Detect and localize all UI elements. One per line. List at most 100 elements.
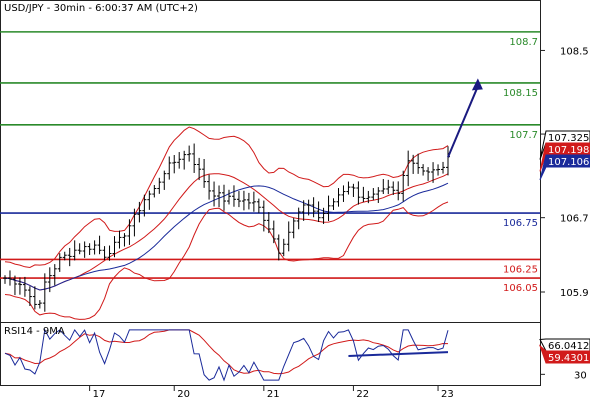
bollinger-lower — [4, 201, 449, 320]
rsi-axis-label: 30 — [574, 370, 587, 381]
price-bar — [411, 154, 416, 174]
price-bar — [97, 235, 102, 255]
price-bar — [286, 221, 291, 252]
rsi-panel — [0, 322, 541, 386]
price-bar — [77, 243, 82, 255]
price-bar — [271, 220, 276, 244]
time-axis-label: 17 — [93, 389, 106, 400]
price-bar — [42, 273, 47, 312]
price-bar — [72, 240, 77, 261]
price-bar — [102, 246, 107, 261]
price-badge — [539, 154, 590, 181]
price-bar — [351, 183, 356, 197]
price-bar — [341, 185, 346, 202]
projection-arrow-head — [471, 78, 483, 91]
price-bar — [122, 233, 127, 247]
price-bar — [157, 177, 162, 194]
price-bar — [236, 191, 241, 208]
price-bar — [52, 264, 57, 286]
price-bar — [57, 253, 62, 272]
price-bar — [381, 179, 386, 194]
price-bar — [67, 247, 72, 267]
price-bar — [27, 286, 32, 307]
level-label-3: 106.75 — [503, 218, 538, 229]
price-bar — [276, 234, 281, 261]
price-bar — [376, 187, 381, 203]
price-bar — [266, 212, 271, 234]
price-bar — [32, 286, 37, 310]
price-bar — [301, 200, 306, 221]
price-bar — [396, 181, 401, 201]
chart-title: USD/JPY - 30min - 6:00:37 AM (UTC+2) — [4, 3, 198, 14]
price-bar — [441, 161, 446, 174]
main-panel — [0, 0, 541, 323]
price-bar — [3, 275, 7, 284]
price-bar — [281, 238, 286, 257]
price-bar — [246, 192, 251, 210]
price-bar — [346, 181, 351, 195]
price-bar — [261, 200, 266, 232]
price-bar — [371, 188, 376, 201]
price-bar — [321, 207, 326, 224]
moving-average-line — [4, 182, 449, 291]
price-bar — [231, 185, 236, 207]
price-bar — [162, 170, 167, 190]
price-bar — [22, 276, 27, 297]
price-bar — [107, 245, 112, 261]
price-bar — [92, 240, 97, 255]
price-badge-label: 107.198 — [548, 145, 589, 156]
price-bar — [7, 270, 12, 286]
price-bar — [37, 300, 42, 309]
price-bar — [436, 164, 441, 176]
price-bar — [17, 277, 22, 295]
price-bar — [12, 275, 17, 296]
price-bar — [426, 167, 431, 181]
level-label-1: 108.15 — [503, 88, 538, 99]
price-bar — [177, 152, 182, 169]
price-axis-label: 106.7 — [560, 214, 589, 225]
bollinger-upper — [4, 126, 449, 269]
price-bar — [386, 179, 391, 195]
rsi-badge — [538, 344, 590, 364]
price-bar — [421, 164, 426, 176]
price-bar — [241, 190, 246, 211]
price-bar — [326, 195, 331, 222]
price-bar — [142, 194, 147, 217]
time-axis-label: 21 — [267, 389, 280, 400]
rsi-trendline — [348, 351, 449, 357]
price-bar — [431, 162, 436, 183]
rsi-badge — [539, 338, 590, 352]
time-axis-label: 23 — [441, 389, 454, 400]
price-bar — [167, 156, 172, 180]
rsi-ma-line — [4, 329, 449, 375]
price-bar — [336, 188, 341, 207]
rsi-badge-label: 66.0412 — [548, 341, 589, 352]
price-bar — [406, 150, 411, 187]
price-bar — [316, 201, 321, 222]
price-bar — [256, 198, 261, 214]
price-bar — [192, 143, 197, 173]
price-bar — [226, 189, 231, 205]
level-label-2: 107.7 — [509, 130, 538, 141]
price-bar — [366, 190, 371, 204]
price-bar — [361, 186, 366, 203]
time-axis-label: 22 — [356, 389, 369, 400]
level-label-0: 108.7 — [509, 37, 538, 48]
rsi-badge-label: 59.4301 — [548, 353, 589, 364]
price-bar — [182, 150, 187, 170]
price-axis-label: 105.9 — [560, 288, 589, 299]
price-bar — [117, 230, 122, 249]
projection-arrow-line — [447, 85, 479, 158]
price-bar — [401, 170, 406, 202]
price-bar — [202, 158, 207, 188]
price-bar — [152, 185, 157, 198]
price-bar — [296, 207, 301, 230]
price-bar — [112, 236, 117, 258]
price-bar — [147, 190, 152, 210]
price-bar — [137, 201, 142, 223]
price-bar — [416, 153, 421, 174]
price-bar — [187, 145, 192, 162]
price-bar — [212, 181, 217, 207]
price-bar — [306, 199, 311, 216]
price-bar — [356, 181, 361, 205]
